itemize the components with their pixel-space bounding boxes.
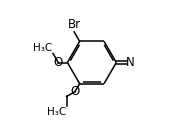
Text: N: N [126, 56, 135, 69]
Text: H₃C: H₃C [47, 107, 66, 117]
Text: Br: Br [68, 18, 81, 31]
Text: O: O [70, 85, 80, 98]
Text: O: O [54, 56, 63, 69]
Text: H₃C: H₃C [33, 43, 52, 53]
